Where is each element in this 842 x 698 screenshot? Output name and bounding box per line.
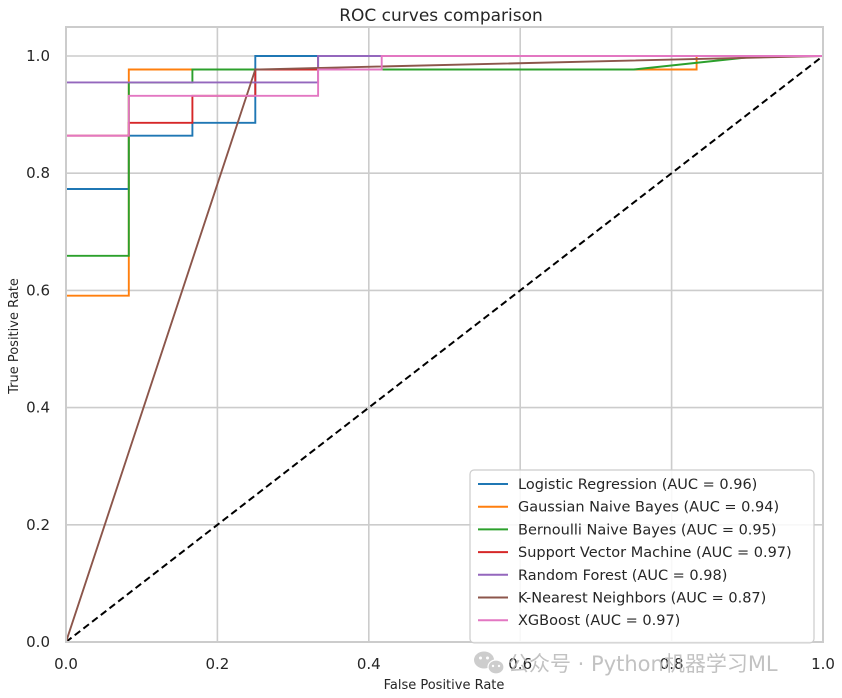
plot-frame xyxy=(65,26,824,643)
series-line-0 xyxy=(65,55,823,642)
reference-diagonal xyxy=(65,55,824,643)
y-tick-label: 0.6 xyxy=(26,281,50,299)
legend-entry-label: Gaussian Naive Bayes (AUC = 0.94) xyxy=(518,500,779,516)
y-tick-label: 0.2 xyxy=(26,516,50,534)
chart-title: ROC curves comparison xyxy=(339,6,543,26)
y-tick-label: 0.4 xyxy=(26,399,50,417)
x-axis-label: False Positive Rate xyxy=(384,678,505,693)
legend: Logistic Regression (AUC = 0.96) Gaussian… xyxy=(469,469,815,644)
legend-entry-label: Logistic Regression (AUC = 0.96) xyxy=(518,477,757,493)
watermark-text: 公众号 · Python机器学习ML xyxy=(508,652,778,676)
series-line-5 xyxy=(65,55,824,643)
x-tick-label: 0.0 xyxy=(54,655,78,673)
y-tick-label: 1.0 xyxy=(26,47,50,65)
x-tick-label: 0.8 xyxy=(660,655,684,673)
legend-entry-label: K-Nearest Neighbors (AUC = 0.87) xyxy=(518,591,766,607)
reference-line xyxy=(65,55,824,643)
y-tick-label: 0.8 xyxy=(26,164,50,182)
legend-entry-label: Random Forest (AUC = 0.98) xyxy=(518,568,727,584)
y-tick-labels: 0.0 0.2 0.4 0.6 0.8 1.0 xyxy=(26,47,50,651)
legend-entry-label: Support Vector Machine (AUC = 0.97) xyxy=(518,545,792,561)
x-tick-label: 0.4 xyxy=(357,655,381,673)
legend-entry-label: XGBoost (AUC = 0.97) xyxy=(518,613,680,629)
watermark: 公众号 · Python机器学习ML xyxy=(474,651,778,676)
legend-box xyxy=(469,469,815,644)
x-tick-labels: 0.0 0.2 0.4 0.6 0.8 1.0 xyxy=(54,655,835,673)
grid-lines xyxy=(65,27,824,643)
legend-entry-label: Bernoulli Naive Bayes (AUC = 0.95) xyxy=(518,522,777,538)
y-tick-label: 0.0 xyxy=(26,633,50,651)
x-tick-label: 0.6 xyxy=(508,655,532,673)
x-tick-label: 0.2 xyxy=(205,655,229,673)
x-tick-label: 1.0 xyxy=(811,655,835,673)
series-line-6 xyxy=(65,55,823,642)
y-axis-label: True Positive Rate xyxy=(7,278,22,395)
wechat-icon xyxy=(474,651,505,675)
